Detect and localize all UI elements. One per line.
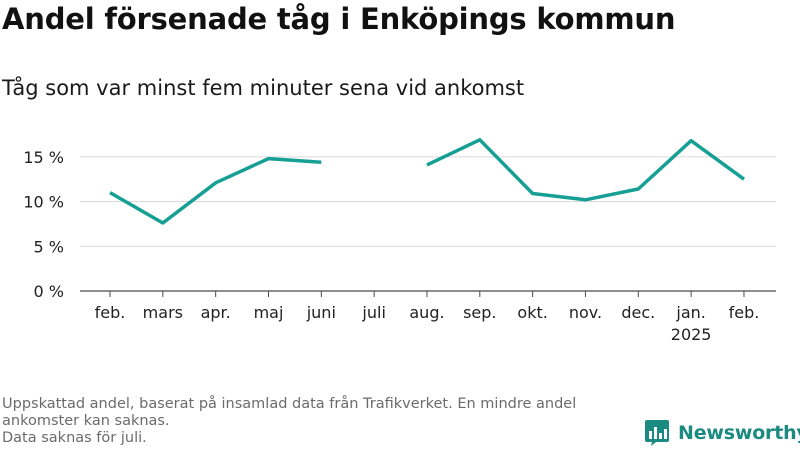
x-tick-label: okt. bbox=[517, 303, 547, 322]
x-tick-label: sep. bbox=[463, 303, 496, 322]
chart-subtitle: Tåg som var minst fem minuter sena vid a… bbox=[2, 76, 525, 100]
y-tick-label: 15 % bbox=[23, 148, 64, 167]
brand-name: Newsworthy bbox=[678, 422, 800, 444]
x-tick-label: juni bbox=[306, 303, 336, 322]
page-title: Andel försenade tåg i Enköpings kommun bbox=[2, 2, 676, 36]
footnote: Uppskattad andel, baserat på insamlad da… bbox=[2, 396, 632, 447]
x-tick-label: feb. bbox=[729, 303, 760, 322]
newsworthy-bar-chart-icon bbox=[645, 420, 669, 446]
y-tick-label: 10 % bbox=[23, 193, 64, 212]
x-tick-label: aug. bbox=[409, 303, 444, 322]
x-tick-label: jan. bbox=[675, 303, 705, 322]
x-tick-label: maj bbox=[254, 303, 284, 322]
x-tick-label: dec. bbox=[621, 303, 655, 322]
x-tick-label: nov. bbox=[569, 303, 602, 322]
x-tick-label: juli bbox=[361, 303, 385, 322]
footnote-line: Uppskattad andel, baserat på insamlad da… bbox=[2, 396, 577, 429]
x-tick-label: mars bbox=[143, 303, 183, 322]
y-tick-label: 0 % bbox=[34, 282, 64, 301]
x-tick-label: feb. bbox=[95, 303, 126, 322]
y-tick-label: 5 % bbox=[34, 237, 64, 256]
x-axis-tick-labels: feb. mars apr. maj juni juli aug. sep. okt. nov. d… bbox=[95, 291, 760, 344]
newsworthy-logo: Newsworthy bbox=[644, 419, 800, 447]
series-lines bbox=[109, 138, 746, 225]
series-line bbox=[426, 138, 746, 202]
grid-lines bbox=[80, 156, 776, 292]
y-axis-tick-labels: 0 % 5 % 10 % 15 % bbox=[23, 148, 64, 301]
series-line bbox=[109, 156, 322, 225]
x-tick-label: apr. bbox=[201, 303, 231, 322]
x-tick-year-label: 2025 bbox=[671, 325, 712, 344]
footnote-line: Data saknas för juli. bbox=[2, 430, 147, 446]
